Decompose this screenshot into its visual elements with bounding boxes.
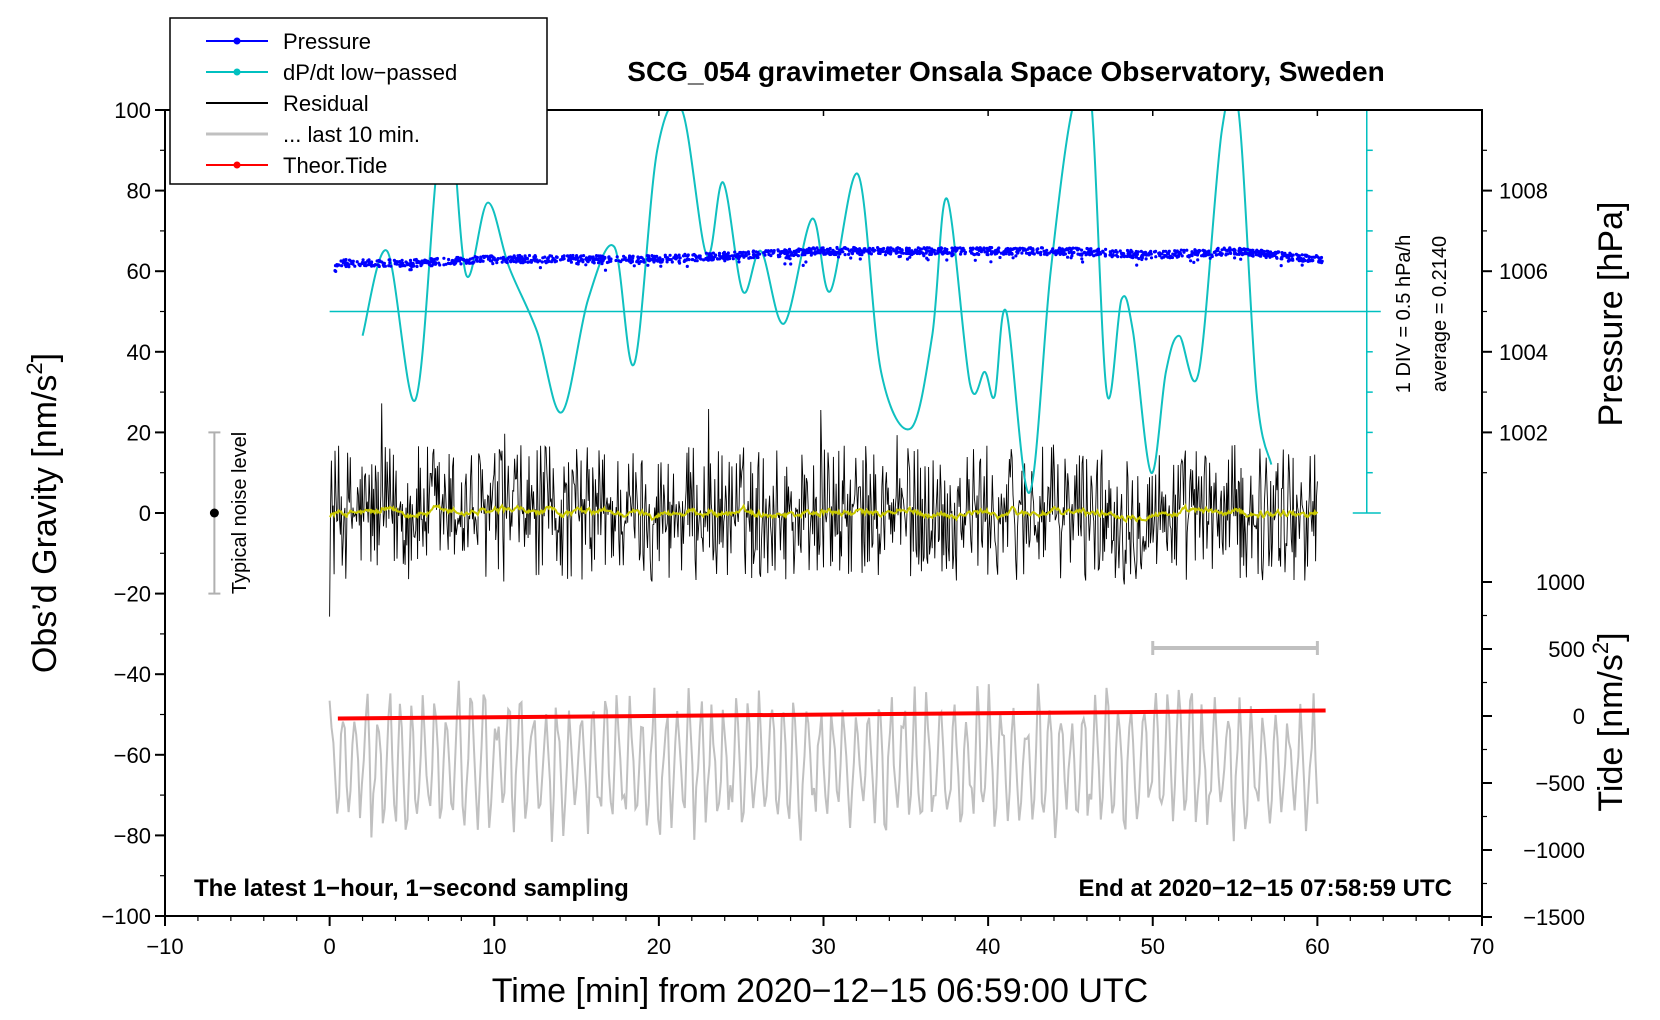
pressure-tick-label: 1008: [1499, 179, 1548, 204]
residual-smoothed-line: [328, 503, 1319, 524]
y-tick-label: −40: [114, 662, 151, 687]
x-tick-label: 0: [324, 934, 336, 959]
y-axis-title-tide-end: ]: [1592, 632, 1630, 641]
legend: Pressure dP/dt low−passed Residual ... last…: [169, 17, 548, 185]
x-tick-label: 10: [482, 934, 506, 959]
pressure-tick-label: 1004: [1499, 340, 1548, 365]
footer-right: End at 2020−12−15 07:58:59 UTC: [1078, 875, 1452, 902]
noise-level-label: Typical noise level: [229, 432, 251, 594]
dpdt-line: [361, 110, 1273, 494]
pressure-rate-scale: 1 DIV = 0.5 hPa/h average = 0.2140: [1393, 235, 1451, 393]
noise-level-dot: [209, 508, 219, 518]
last-10-min-line: [328, 680, 1319, 842]
axes-layer: −10 0 10 20 30 40 50 60 70100806040200−20−40−60−…: [101, 98, 1585, 959]
residual-smoothed-layer: [328, 503, 1319, 524]
legend-label: Residual: [283, 91, 369, 116]
tide-tick-label: −1000: [1523, 838, 1585, 863]
tide-layer: [337, 708, 1326, 721]
legend-label: dP/dt low−passed: [283, 60, 457, 85]
legend-marker: [233, 161, 241, 169]
x-tick-label: 30: [811, 934, 835, 959]
residual-layer: [329, 403, 1318, 617]
legend-label: ... last 10 min.: [283, 122, 420, 147]
y-tick-label: −80: [114, 823, 151, 848]
legend-marker: [233, 68, 241, 76]
dpdt-layer: [329, 110, 1381, 514]
y-axis-title-pressure: Pressure [hPa]: [1592, 202, 1630, 427]
tide-tick-label: 1000: [1536, 570, 1585, 595]
pressure-tick-label: 1002: [1499, 420, 1548, 445]
y-axis-title-left-end: ]: [26, 353, 64, 362]
y-axis-title-tide-sup: 2: [1588, 642, 1613, 654]
x-axis-title: Time [min] from 2020−12−15 06:59:00 UTC: [492, 972, 1148, 1010]
y-tick-label: 100: [114, 98, 151, 123]
x-tick-label: −10: [146, 934, 183, 959]
legend-label: Theor.Tide: [283, 153, 387, 178]
tide-tick-label: −1500: [1523, 905, 1585, 930]
pressure-scale-average: average = 0.2140: [1429, 236, 1451, 392]
noise-level-indicator: Typical noise level: [208, 431, 251, 595]
legend-label: Pressure: [283, 29, 371, 54]
x-tick-label: 50: [1141, 934, 1165, 959]
y-tick-label: −20: [114, 582, 151, 607]
tide-tick-label: 0: [1573, 704, 1585, 729]
residual-line: [329, 403, 1318, 617]
legend-marker: [233, 37, 241, 45]
x-tick-label: 60: [1305, 934, 1329, 959]
y-tick-label: −60: [114, 743, 151, 768]
last-10-min-layer: [328, 641, 1319, 842]
pressure-scale-div: 1 DIV = 0.5 hPa/h: [1393, 235, 1415, 393]
y-tick-label: 40: [127, 340, 151, 365]
tide-tick-label: 500: [1548, 637, 1585, 662]
tide-tick-label: −500: [1535, 771, 1585, 796]
y-axis-title-left-main: Obs’d Gravity [nm/s: [26, 375, 64, 674]
x-tick-label: 70: [1470, 934, 1494, 959]
y-axis-title-tide-main: Tide [nm/s: [1592, 654, 1630, 811]
y-axis-title-left-sup: 2: [22, 362, 47, 374]
pressure-tick-label: 1006: [1499, 259, 1548, 284]
legend-box: [169, 17, 548, 185]
y-axis-title-tide: Tide [nm/s2]: [1588, 632, 1630, 811]
y-tick-label: 80: [127, 179, 151, 204]
y-axis-title-left: Obs’d Gravity [nm/s2]: [22, 353, 64, 673]
y-tick-label: 60: [127, 259, 151, 284]
y-tick-label: 20: [127, 420, 151, 445]
y-tick-label: 0: [139, 501, 151, 526]
tide-line: [337, 708, 1326, 721]
y-tick-label: −100: [101, 904, 151, 929]
x-tick-label: 20: [647, 934, 671, 959]
chart-title: SCG_054 gravimeter Onsala Space Observat…: [627, 56, 1384, 87]
pressure-dots: [333, 245, 1324, 273]
x-tick-label: 40: [976, 934, 1000, 959]
footer-left: The latest 1−hour, 1−second sampling: [194, 875, 629, 902]
pressure-layer: [333, 245, 1324, 273]
